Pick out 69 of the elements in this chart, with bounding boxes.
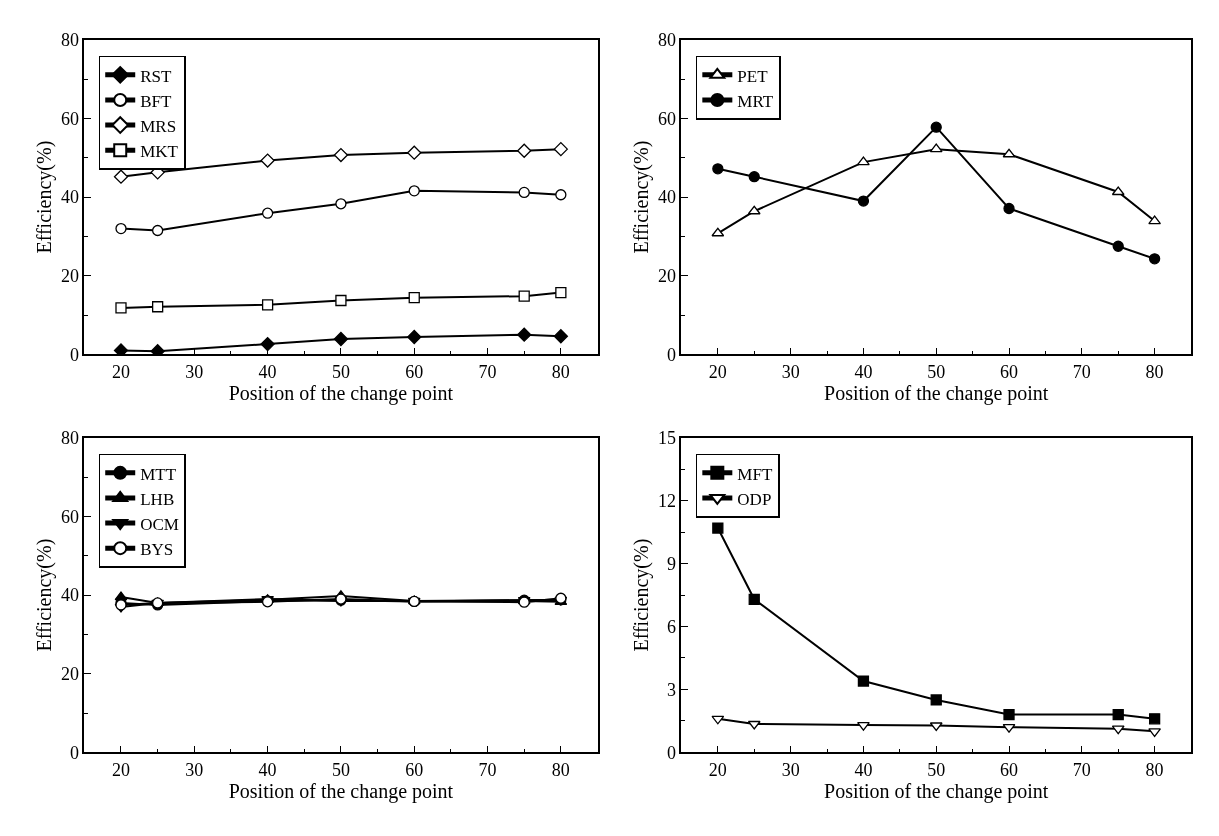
- y-axis-title: Efficiency(%): [630, 140, 654, 254]
- y-tick-label: 15: [658, 428, 677, 449]
- legend-label: RST: [140, 66, 173, 86]
- x-tick-label: 30: [185, 759, 204, 780]
- x-tick-label: 30: [781, 759, 800, 780]
- x-tick-label: 80: [551, 759, 570, 780]
- y-tick-label: 0: [69, 344, 79, 365]
- y-tick-label: 6: [667, 616, 677, 637]
- x-tick-label: 50: [927, 759, 946, 780]
- x-tick-label: 80: [1145, 361, 1164, 382]
- y-axis-title: Efficiency(%): [32, 140, 56, 254]
- x-axis-title: Position of the change point: [824, 381, 1049, 405]
- x-tick-label: 60: [405, 361, 424, 382]
- y-axis-title: Efficiency(%): [630, 538, 654, 652]
- y-tick-label: 12: [658, 491, 677, 512]
- x-axis-title: Position of the change point: [824, 779, 1049, 803]
- y-tick-label: 0: [69, 742, 79, 763]
- legend-label: MFT: [737, 464, 773, 484]
- x-tick-label: 60: [1000, 361, 1019, 382]
- x-tick-label: 50: [927, 361, 946, 382]
- y-tick-label: 9: [667, 553, 677, 574]
- legend-label: MRS: [140, 116, 177, 136]
- x-axis-title: Position of the change point: [228, 381, 454, 405]
- x-tick-label: 70: [478, 759, 497, 780]
- y-tick-label: 40: [60, 187, 79, 208]
- y-tick-label: 0: [667, 344, 677, 365]
- x-tick-label: 20: [112, 759, 130, 780]
- x-tick-label: 60: [1000, 759, 1019, 780]
- y-tick-label: 80: [60, 30, 79, 51]
- y-tick-label: 60: [60, 108, 79, 129]
- x-tick-label: 70: [1072, 361, 1091, 382]
- y-tick-label: 20: [60, 664, 79, 685]
- y-tick-label: 80: [60, 428, 79, 449]
- y-tick-label: 20: [658, 266, 677, 287]
- y-tick-label: 60: [658, 108, 677, 129]
- legend-label: MKT: [140, 141, 179, 161]
- y-tick-label: 60: [60, 506, 79, 527]
- x-axis-title: Position of the change point: [228, 779, 454, 803]
- x-tick-label: 20: [708, 361, 727, 382]
- y-tick-label: 40: [60, 585, 79, 606]
- x-tick-label: 40: [854, 361, 873, 382]
- x-tick-label: 40: [854, 759, 873, 780]
- legend-label: BYS: [140, 539, 174, 559]
- x-tick-label: 30: [781, 361, 800, 382]
- x-tick-label: 50: [331, 361, 350, 382]
- x-tick-label: 70: [1072, 759, 1091, 780]
- legend-label: PET: [737, 66, 769, 86]
- x-tick-label: 40: [258, 759, 277, 780]
- legend-label: OCM: [140, 514, 179, 534]
- x-tick-label: 40: [258, 361, 277, 382]
- legend-label: LHB: [140, 489, 175, 509]
- legend-label: ODP: [737, 489, 772, 509]
- legend-label: MTT: [140, 464, 177, 484]
- x-tick-label: 80: [551, 361, 570, 382]
- y-tick-label: 20: [60, 266, 79, 287]
- x-tick-label: 60: [405, 759, 424, 780]
- legend-label: BFT: [140, 91, 173, 111]
- y-tick-label: 0: [667, 742, 677, 763]
- y-tick-label: 3: [667, 679, 677, 700]
- x-tick-label: 20: [112, 361, 130, 382]
- x-tick-label: 20: [708, 759, 727, 780]
- x-tick-label: 30: [185, 361, 204, 382]
- y-axis-title: Efficiency(%): [32, 538, 56, 652]
- legend-label: MRT: [737, 91, 774, 111]
- x-tick-label: 80: [1145, 759, 1164, 780]
- y-tick-label: 80: [658, 30, 677, 51]
- y-tick-label: 40: [658, 187, 677, 208]
- x-tick-label: 50: [331, 759, 350, 780]
- x-tick-label: 70: [478, 361, 497, 382]
